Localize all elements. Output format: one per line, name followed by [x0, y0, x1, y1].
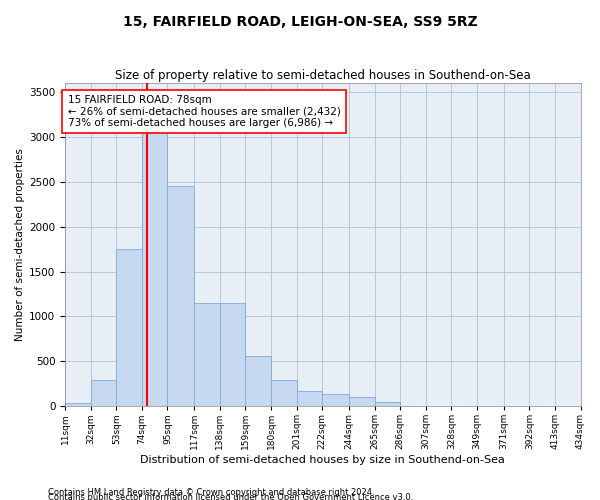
Bar	[245, 356, 271, 406]
Text: Contains public sector information licensed under the Open Government Licence v3: Contains public sector information licen…	[48, 493, 413, 500]
Text: 15, FAIRFIELD ROAD, LEIGH-ON-SEA, SS9 5RZ: 15, FAIRFIELD ROAD, LEIGH-ON-SEA, SS9 5R…	[122, 15, 478, 29]
Bar	[322, 394, 349, 406]
Y-axis label: Number of semi-detached properties: Number of semi-detached properties	[15, 148, 25, 341]
Text: 15 FAIRFIELD ROAD: 78sqm
← 26% of semi-detached houses are smaller (2,432)
73% o: 15 FAIRFIELD ROAD: 78sqm ← 26% of semi-d…	[68, 95, 340, 128]
Bar	[142, 116, 167, 406]
Bar	[194, 303, 220, 406]
Title: Size of property relative to semi-detached houses in Southend-on-Sea: Size of property relative to semi-detach…	[115, 69, 530, 82]
X-axis label: Distribution of semi-detached houses by size in Southend-on-Sea: Distribution of semi-detached houses by …	[140, 455, 505, 465]
Bar	[65, 404, 91, 406]
Bar	[167, 186, 194, 406]
Bar	[271, 380, 296, 406]
Bar	[220, 303, 245, 406]
Bar	[349, 397, 374, 406]
Bar	[296, 391, 322, 406]
Bar	[91, 380, 116, 406]
Bar	[374, 402, 400, 406]
Text: Contains HM Land Registry data © Crown copyright and database right 2024.: Contains HM Land Registry data © Crown c…	[48, 488, 374, 497]
Bar	[116, 249, 142, 406]
